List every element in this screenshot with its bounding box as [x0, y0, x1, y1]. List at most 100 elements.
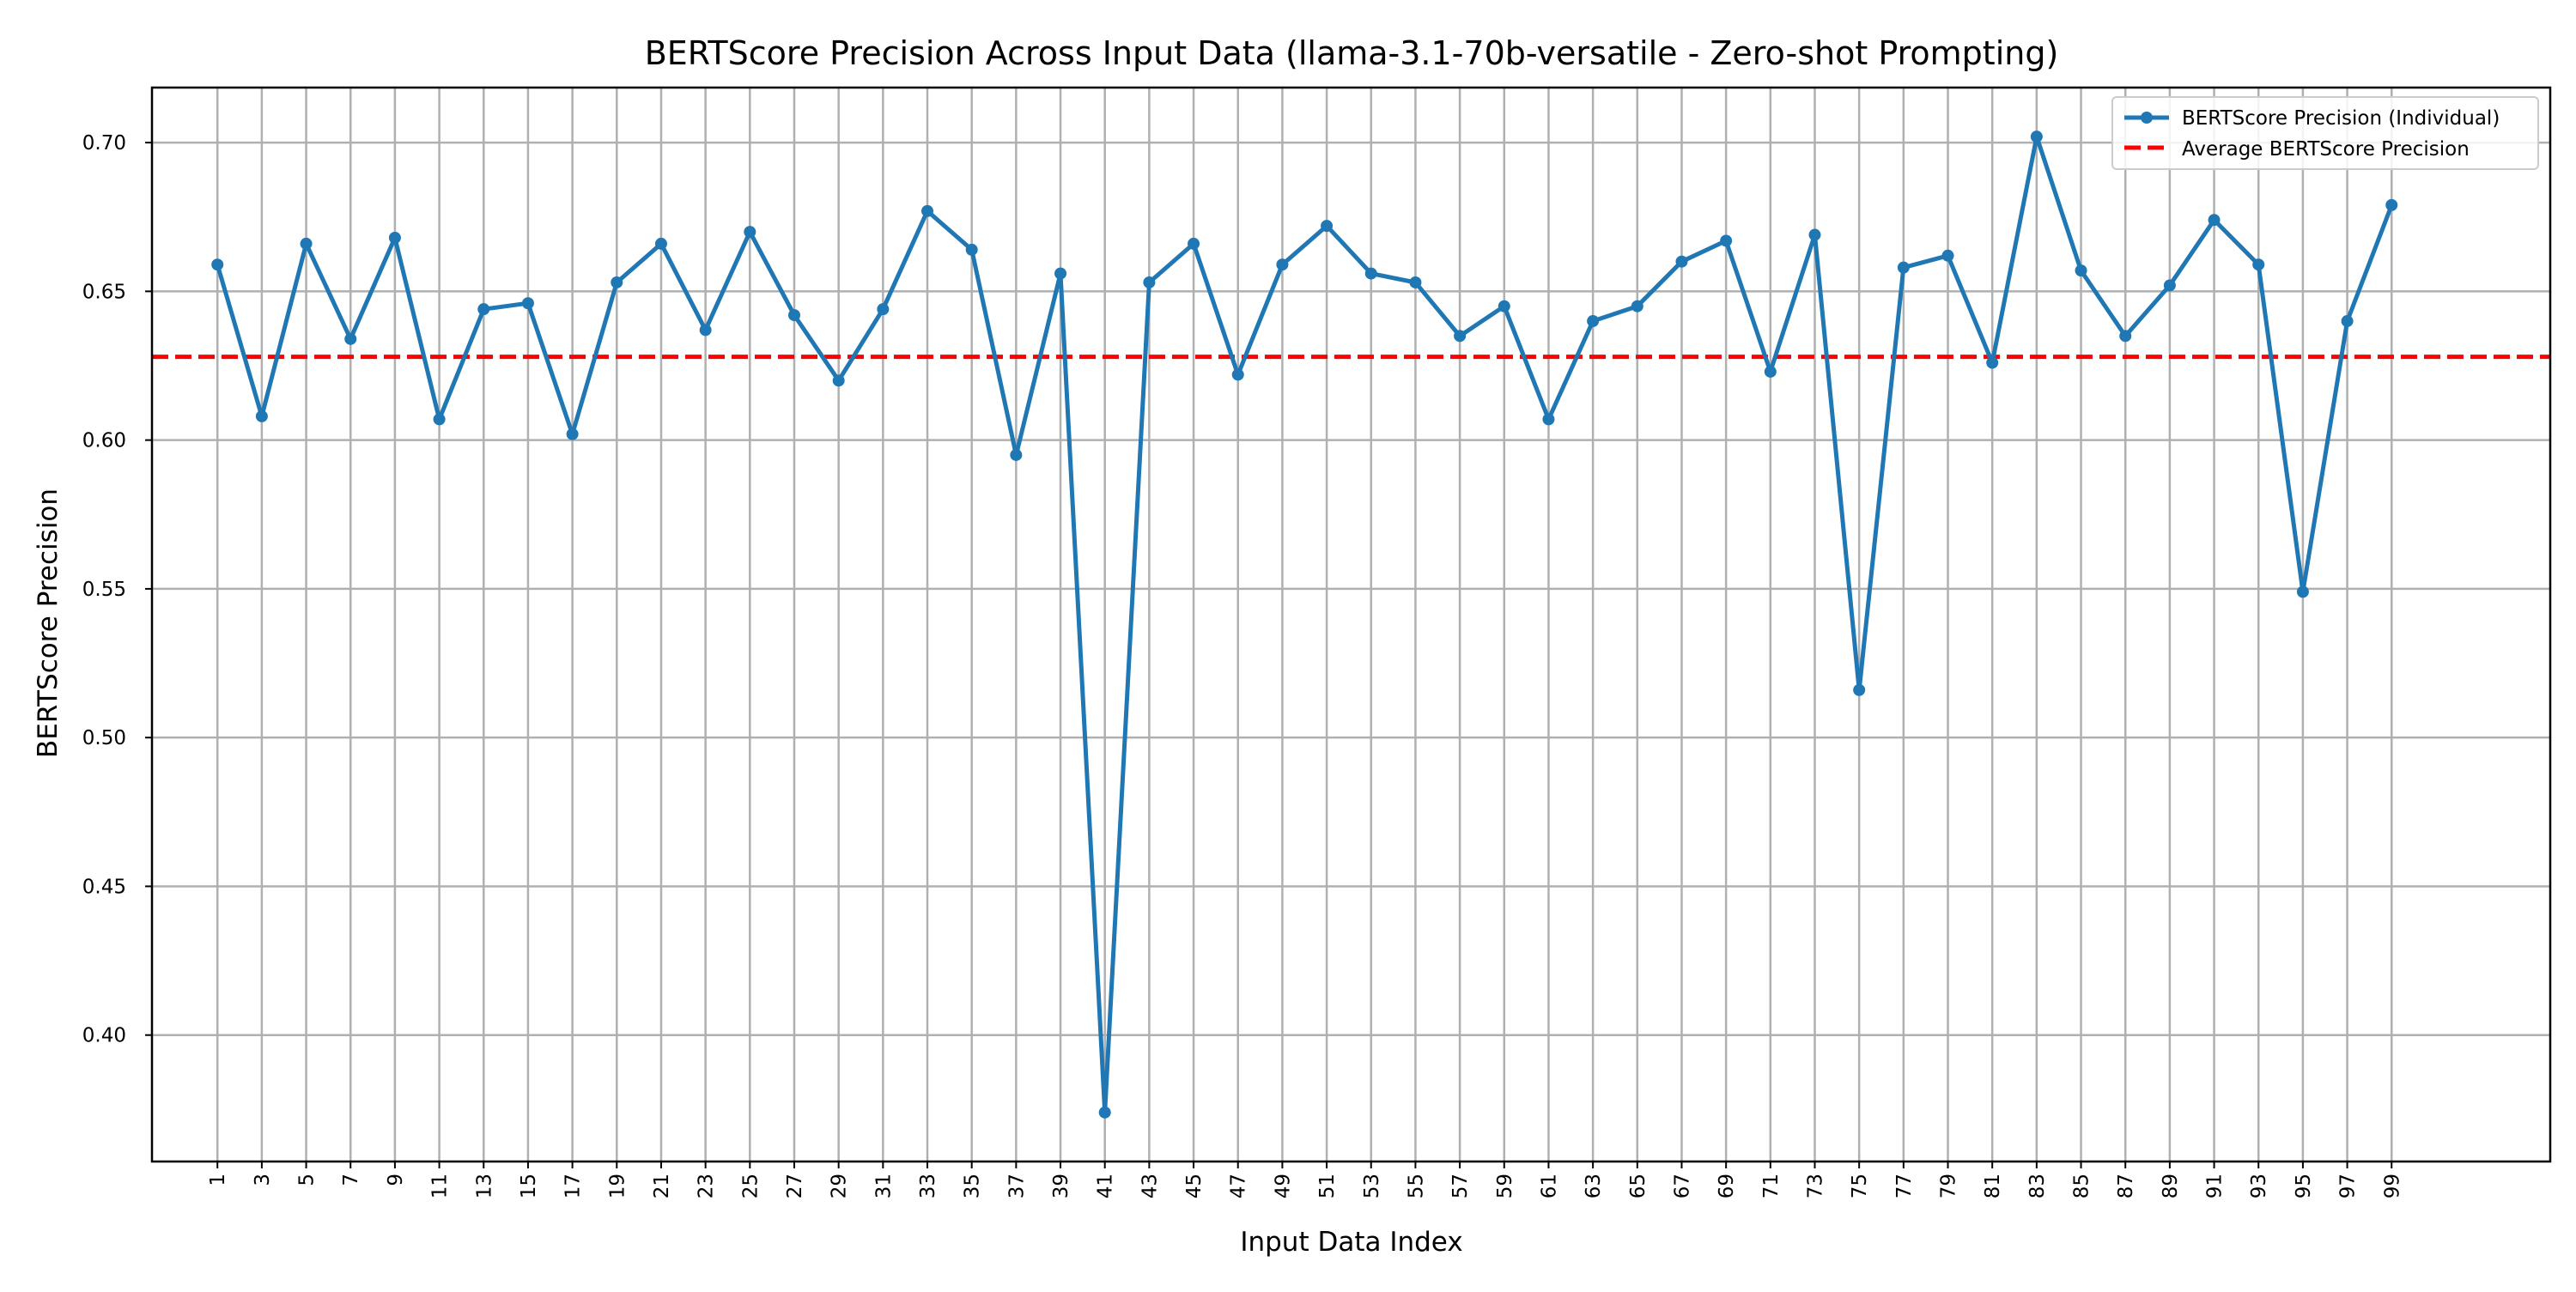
- x-tick-label: 47: [1228, 1174, 1250, 1198]
- x-tick-label: 99: [2381, 1174, 2403, 1198]
- x-tick-label: 49: [1272, 1174, 1294, 1198]
- x-axis-label: Input Data Index: [1240, 1227, 1462, 1258]
- precision-data-point: [1498, 300, 1510, 312]
- precision-data-point: [654, 237, 667, 250]
- precision-data-point: [1764, 365, 1777, 378]
- x-tick-label: 51: [1316, 1174, 1339, 1198]
- x-tick-label: 31: [872, 1174, 895, 1198]
- precision-data-point: [1409, 276, 1422, 288]
- y-axis-ticks: 0.40 0.45 0.50 0.55 0.60 0.65 0.70: [82, 132, 152, 1047]
- y-tick-label: 0.50: [82, 727, 126, 749]
- x-tick-label: 79: [1938, 1174, 1960, 1198]
- legend: BERTScore Precision (Individual) Average…: [2111, 96, 2539, 170]
- x-tick-label: 5: [296, 1174, 319, 1186]
- x-tick-label: 57: [1449, 1174, 1472, 1198]
- legend-box: [2111, 96, 2539, 170]
- precision-data-point: [1188, 237, 1200, 250]
- precision-data-point: [1587, 315, 1600, 328]
- x-tick-label: 39: [1050, 1174, 1072, 1198]
- x-axis-ticks: 1 3 5 7 9 11 13 15 17 19 21 23 25 27 29 31 33 35 37 39 41 43 4…: [207, 1162, 2403, 1198]
- x-tick-label: 35: [962, 1174, 984, 1198]
- precision-data-point: [2296, 585, 2309, 598]
- x-tick-label: 77: [1893, 1174, 1916, 1198]
- x-tick-label: 27: [784, 1174, 806, 1198]
- x-tick-label: 95: [2293, 1174, 2315, 1198]
- precision-data-point: [1454, 330, 1467, 343]
- precision-data-point: [2030, 130, 2043, 143]
- y-tick-label: 0.70: [82, 132, 126, 155]
- plot-frame: [150, 86, 2552, 1163]
- precision-data-point: [2119, 330, 2132, 343]
- x-tick-label: 33: [917, 1174, 939, 1198]
- x-tick-label: 81: [1982, 1174, 2004, 1198]
- precision-data-point: [300, 237, 313, 250]
- precision-data-point: [1098, 1106, 1111, 1119]
- precision-data-point: [1010, 448, 1023, 461]
- x-tick-label: 59: [1494, 1174, 1516, 1198]
- x-tick-label: 71: [1760, 1174, 1783, 1198]
- precision-data-point: [699, 324, 712, 337]
- x-tick-label: 25: [739, 1174, 762, 1198]
- x-tick-label: 61: [1538, 1174, 1560, 1198]
- precision-data-point: [832, 374, 845, 387]
- y-tick-label: 0.60: [82, 430, 126, 452]
- x-tick-label: 93: [2248, 1174, 2270, 1198]
- y-tick-label: 0.40: [82, 1025, 126, 1047]
- precision-data-point: [787, 309, 800, 322]
- x-tick-label: 21: [651, 1174, 673, 1198]
- x-tick-label: 29: [829, 1174, 851, 1198]
- x-tick-label: 3: [252, 1174, 274, 1186]
- precision-data-point: [1941, 249, 1954, 262]
- precision-data-point: [388, 232, 401, 245]
- y-tick-label: 0.55: [82, 579, 126, 601]
- x-tick-label: 43: [1139, 1174, 1161, 1198]
- precision-data-point: [1720, 234, 1733, 247]
- precision-data-point: [1897, 261, 1910, 274]
- x-tick-label: 73: [1804, 1174, 1826, 1198]
- precision-data-point: [611, 276, 623, 288]
- x-tick-label: 85: [2071, 1174, 2093, 1198]
- precision-data-point: [1364, 267, 1377, 280]
- y-tick-label: 0.65: [82, 281, 126, 303]
- grid: [152, 88, 2550, 1162]
- x-tick-label: 9: [385, 1174, 407, 1186]
- precision-data-point: [1631, 300, 1643, 312]
- x-tick-label: 91: [2204, 1174, 2227, 1198]
- precision-data-point: [921, 204, 934, 217]
- legend-label-individual: BERTScore Precision (Individual): [2182, 107, 2500, 130]
- precision-data-point: [1054, 267, 1067, 280]
- x-tick-label: 13: [473, 1174, 495, 1198]
- precision-data-point: [1808, 228, 1821, 241]
- x-tick-label: 65: [1627, 1174, 1649, 1198]
- x-tick-label: 7: [340, 1174, 362, 1186]
- precision-data-point: [1143, 276, 1156, 288]
- precision-data-point: [433, 413, 446, 426]
- precision-data-point: [1675, 255, 1688, 268]
- precision-data-point: [2385, 198, 2398, 211]
- x-tick-label: 19: [606, 1174, 629, 1198]
- x-tick-label: 45: [1183, 1174, 1206, 1198]
- precision-data-point: [744, 226, 756, 239]
- precision-data-point: [1853, 683, 1866, 696]
- precision-series-line: [215, 134, 2394, 1115]
- precision-data-point: [965, 243, 978, 256]
- y-axis-label: BERTScore Precision: [33, 488, 64, 758]
- precision-data-point: [877, 303, 890, 316]
- precision-data-point: [2341, 315, 2354, 328]
- precision-data-point: [2163, 279, 2176, 292]
- x-tick-label: 69: [1716, 1174, 1738, 1198]
- precision-data-point: [1986, 356, 1999, 369]
- precision-data-point: [1276, 258, 1289, 271]
- precision-data-point: [2252, 258, 2265, 271]
- y-tick-label: 0.45: [82, 876, 126, 898]
- x-tick-label: 63: [1583, 1174, 1605, 1198]
- x-tick-label: 89: [2160, 1174, 2182, 1198]
- x-tick-label: 37: [1005, 1174, 1028, 1198]
- x-tick-label: 75: [1849, 1174, 1871, 1198]
- x-tick-label: 15: [518, 1174, 540, 1198]
- precision-data-point: [2075, 264, 2087, 277]
- x-tick-label: 1: [207, 1174, 229, 1186]
- x-tick-label: 53: [1361, 1174, 1383, 1198]
- precision-data-point: [211, 258, 224, 271]
